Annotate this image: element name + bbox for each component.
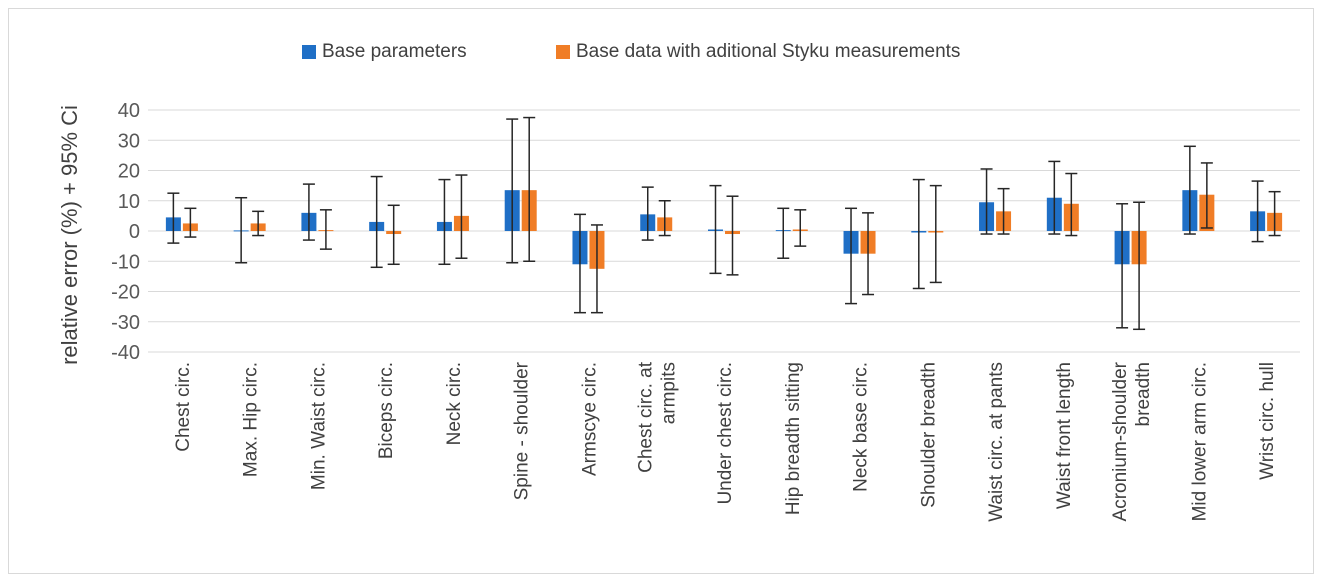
legend-item-styku: Base data with aditional Styku measureme… <box>556 41 960 63</box>
x-tick-label: Max. Hip circ. <box>241 362 262 477</box>
legend-item-base-parameters: Base parameters <box>302 41 467 63</box>
x-tick-label: Wrist circ. hull <box>1257 362 1278 480</box>
legend-swatch-blue <box>302 45 316 59</box>
y-tick-label: -30 <box>111 312 140 334</box>
x-tick-label: Biceps circ. <box>376 362 397 459</box>
y-tick-label: -20 <box>111 282 140 304</box>
y-tick-label: 10 <box>118 191 140 213</box>
x-tick-label: Chest circ. <box>173 362 194 452</box>
y-tick-label: 40 <box>118 100 140 122</box>
legend-swatch-orange <box>556 45 570 59</box>
x-tick-label: Waist front length <box>1054 362 1075 509</box>
y-tick-label: -10 <box>111 251 140 273</box>
x-tick-label: Neck base circ. <box>851 362 872 492</box>
y-tick-label: 0 <box>129 221 140 243</box>
x-tick-label: Armscye circ. <box>579 362 600 476</box>
x-tick-label: Hip breadth sitting <box>783 362 804 515</box>
x-tick-label: Min. Waist circ. <box>308 362 329 490</box>
x-tick-label: Chest circ. at armpits <box>636 361 680 473</box>
x-tick-label: Mid lower arm circ. <box>1189 362 1210 521</box>
x-tick-label: Waist circ. at pants <box>986 362 1007 522</box>
legend-label: Base data with aditional Styku measureme… <box>576 41 961 62</box>
x-tick-label: Acronium-shoulder breadth <box>1110 361 1154 521</box>
x-tick-label: Shoulder breadth <box>918 362 939 508</box>
legend-label: Base parameters <box>322 41 467 62</box>
x-tick-label: Neck circ. <box>444 362 465 445</box>
x-tick-label: Spine - shoulder <box>512 361 533 500</box>
y-tick-label: 20 <box>118 161 140 183</box>
y-tick-label: 30 <box>118 130 140 152</box>
y-tick-label: -40 <box>111 342 140 364</box>
x-tick-label: Under chest circ. <box>715 362 736 505</box>
